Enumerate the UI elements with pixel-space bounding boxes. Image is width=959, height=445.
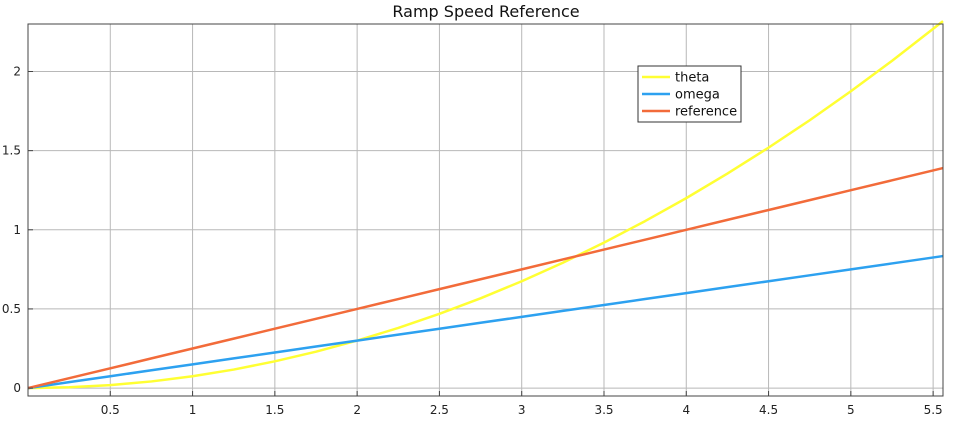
tick-labels: 0.5 1 1.5 2 2.5 3 3.5 4 4.5 5 5.5 0 0.5 1 1.5 2 [2, 64, 943, 417]
y-tick-label: 1 [13, 223, 21, 237]
x-tick-label: 0.5 [101, 403, 120, 417]
series-line-reference [27, 166, 944, 390]
legend-label-theta: theta [675, 71, 709, 86]
legend-label-omega: omega [675, 88, 720, 103]
x-tick-label: 3.5 [594, 403, 613, 417]
y-tick-label: 2 [13, 64, 21, 78]
legend: theta omega reference [637, 65, 742, 123]
y-tick-label: 1.5 [2, 144, 21, 158]
x-tick-label: 4.5 [759, 403, 778, 417]
grid [28, 24, 943, 396]
series-line-theta [27, 20, 944, 390]
series-group [27, 20, 944, 390]
x-tick-label: 2.5 [430, 403, 449, 417]
chart-title: Ramp Speed Reference [392, 2, 579, 21]
x-tick-label: 5.5 [924, 403, 943, 417]
series-line-omega [27, 254, 944, 390]
x-tick-label: 1 [189, 403, 197, 417]
x-tick-label: 4 [682, 403, 690, 417]
legend-label-reference: reference [675, 105, 737, 120]
plot-frame [27, 23, 944, 397]
y-tick-label: 0.5 [2, 302, 21, 316]
x-tick-label: 5 [847, 403, 855, 417]
x-tick-label: 2 [353, 403, 361, 417]
x-tick-label: 3 [518, 403, 526, 417]
y-tick-label: 0 [13, 381, 21, 395]
x-tick-label: 1.5 [265, 403, 284, 417]
